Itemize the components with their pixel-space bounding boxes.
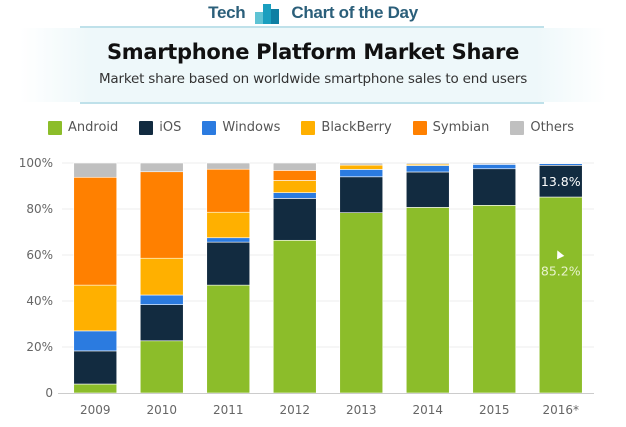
- x-tick-label: 2014: [412, 403, 443, 417]
- bar-segment-others[interactable]: [139, 162, 184, 173]
- bar-group-2010: [139, 162, 184, 394]
- bar-segment-blackberry[interactable]: [339, 164, 384, 170]
- x-tick-label: 2012: [279, 403, 310, 417]
- y-tick-label: 20%: [26, 340, 53, 354]
- bar-group-2011: [206, 162, 251, 394]
- bar-group-2013: [339, 162, 384, 394]
- bar-segment-windows[interactable]: [272, 192, 317, 199]
- bar-segment-ios[interactable]: [73, 350, 118, 385]
- legend-swatch: [202, 120, 217, 135]
- bar-segment-ios[interactable]: [339, 176, 384, 213]
- bar-segment-windows[interactable]: [73, 330, 118, 352]
- bar-segment-ios[interactable]: [405, 171, 450, 208]
- bar-segment-blackberry[interactable]: [272, 180, 317, 193]
- bar-segment-ios[interactable]: [472, 168, 517, 206]
- chart-title: Smartphone Platform Market Share: [106, 40, 520, 64]
- x-tick-label: 2016*: [542, 403, 579, 417]
- legend-item-windows[interactable]: Windows: [202, 120, 280, 135]
- legend-item-blackberry[interactable]: BlackBerry: [301, 120, 392, 135]
- bar-segment-others[interactable]: [405, 162, 450, 165]
- bar-segment-android[interactable]: [73, 383, 118, 394]
- bar-segment-windows[interactable]: [139, 294, 184, 305]
- legend-label: BlackBerry: [321, 120, 392, 135]
- bar-segment-ios[interactable]: [538, 165, 583, 198]
- legend-swatch: [301, 120, 316, 135]
- bar-segment-others[interactable]: [272, 162, 317, 171]
- legend-swatch: [139, 120, 154, 135]
- bar-segment-android[interactable]: [472, 205, 517, 394]
- bar-group-2015: [472, 162, 517, 394]
- legend-item-android[interactable]: Android: [48, 120, 118, 135]
- bar-segment-android[interactable]: [339, 212, 384, 394]
- x-tick-label: 2010: [146, 403, 177, 417]
- bar-segment-blackberry[interactable]: [139, 257, 184, 296]
- bar-segment-windows[interactable]: [472, 164, 517, 170]
- bar-group-2014: [405, 162, 450, 394]
- bar-group-2009: [73, 162, 118, 394]
- legend-label: iOS: [159, 120, 182, 135]
- bar-segment-windows[interactable]: [206, 237, 251, 243]
- bar-group-2016: [538, 162, 583, 394]
- y-tick-label: 100%: [19, 156, 53, 170]
- bar-segment-windows[interactable]: [339, 169, 384, 178]
- chart-subtitle: Market share based on worldwide smartpho…: [98, 71, 528, 87]
- legend-label: Symbian: [432, 120, 490, 135]
- data-label-android: 85.2%: [541, 263, 581, 278]
- bar-segment-windows[interactable]: [405, 165, 450, 173]
- x-tick-label: 2013: [346, 403, 377, 417]
- header-divider-bottom: [80, 102, 544, 104]
- bar-segment-symbian[interactable]: [272, 170, 317, 181]
- header-divider-top: [80, 26, 544, 28]
- bar-chart-logo-icon: [255, 2, 281, 24]
- bar-segment-blackberry[interactable]: [73, 284, 118, 332]
- legend-swatch: [48, 120, 62, 135]
- bar-segment-others[interactable]: [472, 162, 517, 165]
- legend-swatch: [510, 120, 525, 135]
- bar-segment-blackberry[interactable]: [206, 211, 251, 239]
- x-tick-label: 2011: [213, 403, 244, 417]
- y-tick-label: 0: [45, 386, 53, 400]
- x-tick-label: 2015: [479, 403, 510, 417]
- brand-header: Tech Chart of the Day: [0, 0, 626, 26]
- bar-segment-symbian[interactable]: [73, 176, 118, 286]
- bar-segment-android[interactable]: [538, 196, 583, 394]
- chart-legend: Android iOS Windows BlackBerry Symbian Others: [48, 120, 595, 135]
- legend-swatch: [412, 120, 427, 135]
- brand-left-text: Tech: [208, 3, 246, 22]
- bar-segment-symbian[interactable]: [206, 168, 251, 213]
- legend-item-others[interactable]: Others: [510, 120, 574, 135]
- bar-segment-android[interactable]: [405, 207, 450, 394]
- bar-group-2012: [272, 162, 317, 394]
- bar-segment-android[interactable]: [139, 340, 184, 394]
- bar-segment-others[interactable]: [73, 162, 118, 178]
- data-label-ios: 13.8%: [541, 174, 581, 189]
- brand-right-text: Chart of the Day: [291, 3, 418, 22]
- y-tick-label: 40%: [26, 294, 53, 308]
- y-tick-label: 60%: [26, 248, 53, 262]
- legend-label: Others: [530, 120, 575, 135]
- legend-label: Android: [68, 120, 119, 135]
- bar-segment-ios[interactable]: [206, 241, 251, 286]
- bar-segment-symbian[interactable]: [139, 171, 184, 259]
- y-tick-label: 80%: [26, 202, 53, 216]
- legend-label: Windows: [222, 120, 281, 135]
- bar-segment-ios[interactable]: [272, 198, 317, 241]
- bar-segment-android[interactable]: [272, 239, 317, 394]
- legend-item-symbian[interactable]: Symbian: [412, 120, 490, 135]
- x-tick-label: 2009: [80, 403, 111, 417]
- bar-segment-others[interactable]: [538, 162, 583, 164]
- bar-segment-others[interactable]: [206, 162, 251, 170]
- bar-segment-others[interactable]: [339, 162, 384, 166]
- bar-segment-android[interactable]: [206, 284, 251, 394]
- header-band: [20, 28, 606, 102]
- bar-segment-ios[interactable]: [139, 304, 184, 342]
- legend-item-ios[interactable]: iOS: [139, 120, 181, 135]
